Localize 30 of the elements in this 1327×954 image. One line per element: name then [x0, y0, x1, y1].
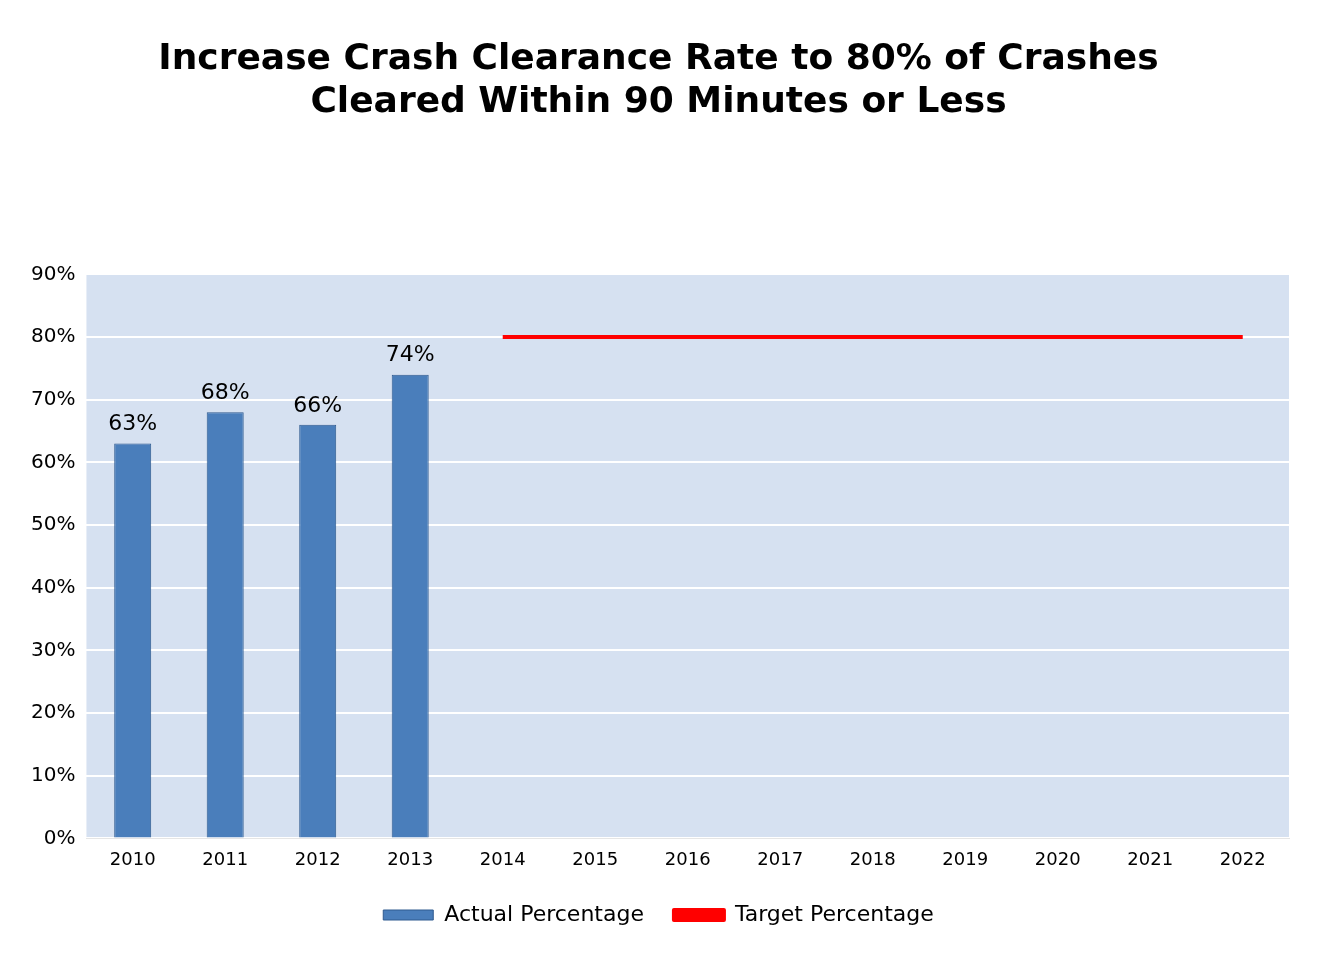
y-tick-label: 30% — [31, 636, 76, 661]
x-tick-label: 2018 — [849, 847, 896, 869]
x-tick-label: 2016 — [664, 847, 711, 869]
legend-label: Target Percentage — [733, 900, 934, 926]
data-label: 66% — [293, 391, 343, 417]
x-tick-label: 2010 — [109, 847, 156, 869]
x-tick-label: 2012 — [294, 847, 341, 869]
x-tick-label: 2015 — [572, 847, 619, 869]
x-tick-label: 2019 — [942, 847, 989, 869]
y-tick-label: 90% — [31, 260, 76, 285]
data-label: 68% — [200, 378, 250, 404]
data-label: 74% — [385, 341, 435, 367]
x-tick-label: 2014 — [479, 847, 526, 869]
chart-title: Increase Crash Clearance Rate to 80% of Crashes Cleared Within 90 Minutes or Less — [158, 35, 1159, 121]
y-tick-label: 10% — [31, 761, 76, 786]
y-tick-label: 70% — [31, 385, 76, 410]
x-tick-label: 2011 — [202, 847, 249, 869]
y-tick-label: 0% — [43, 824, 76, 849]
x-tick-label: 2013 — [387, 847, 434, 869]
x-tick-label: 2020 — [1034, 847, 1081, 869]
y-tick-label: 80% — [31, 323, 76, 348]
x-tick-label: 2022 — [1219, 847, 1266, 869]
y-tick-label: 40% — [31, 573, 76, 598]
data-label: 63% — [108, 410, 158, 436]
y-tick-label: 20% — [31, 699, 76, 724]
y-tick-label: 50% — [31, 511, 76, 536]
x-tick-label: 2017 — [757, 847, 804, 869]
legend-label: Actual Percentage — [444, 900, 644, 926]
y-tick-label: 60% — [31, 448, 76, 473]
x-tick-label: 2021 — [1127, 847, 1174, 869]
